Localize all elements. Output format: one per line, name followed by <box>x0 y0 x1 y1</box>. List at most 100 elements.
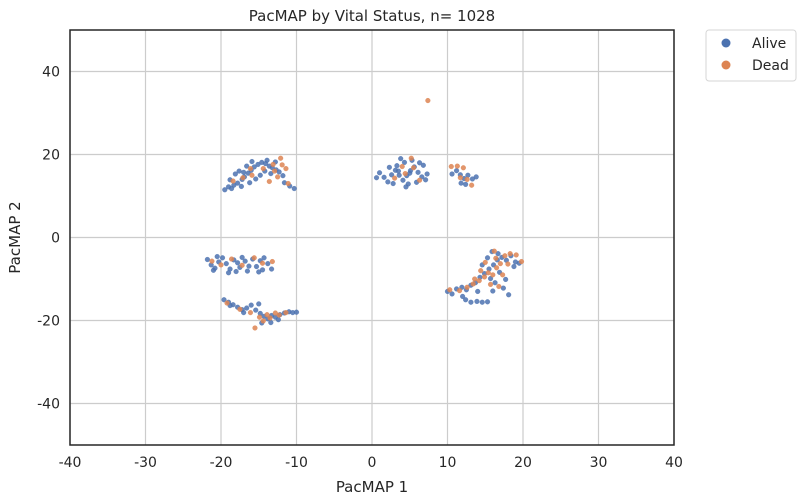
point-alive <box>241 310 247 316</box>
point-dead <box>478 268 484 274</box>
point-alive <box>244 163 250 169</box>
point-dead <box>490 272 496 278</box>
point-alive <box>396 172 402 178</box>
point-dead <box>256 314 263 320</box>
point-dead <box>507 251 513 257</box>
point-dead <box>454 163 460 169</box>
point-dead <box>247 166 253 172</box>
point-alive <box>244 268 250 274</box>
point-dead <box>224 300 230 306</box>
point-dead <box>270 161 276 168</box>
point-dead <box>460 165 466 171</box>
point-alive <box>373 175 380 181</box>
point-alive <box>463 181 469 187</box>
point-alive <box>265 261 271 267</box>
point-alive <box>269 266 275 272</box>
point-dead <box>249 172 255 178</box>
point-alive <box>468 299 474 305</box>
point-alive <box>420 162 426 168</box>
point-alive <box>238 183 244 190</box>
point-alive <box>415 169 421 175</box>
point-dead <box>240 175 246 181</box>
point-dead <box>494 265 500 271</box>
point-alive <box>479 299 485 305</box>
x-tick-label: 30 <box>590 455 608 471</box>
point-dead <box>264 312 270 318</box>
point-dead <box>487 281 494 287</box>
point-alive <box>222 187 228 193</box>
point-dead <box>260 166 266 172</box>
point-alive <box>256 301 262 307</box>
point-alive <box>223 261 229 267</box>
legend-label-alive: Alive <box>752 36 786 52</box>
point-alive <box>257 172 263 178</box>
point-alive <box>465 172 471 178</box>
point-alive <box>221 297 227 303</box>
y-tick-label: 40 <box>42 65 60 81</box>
scatter-points <box>204 98 525 331</box>
y-axis-label: PacMAP 2 <box>6 201 24 273</box>
point-alive <box>407 170 413 176</box>
point-dead <box>425 98 431 104</box>
y-tick-label: 0 <box>51 231 60 247</box>
point-dead <box>410 165 417 171</box>
y-tick-label: -40 <box>37 397 60 413</box>
point-dead <box>399 163 405 170</box>
point-alive <box>235 260 241 266</box>
point-dead <box>230 178 236 184</box>
point-alive <box>460 293 466 299</box>
point-alive <box>268 171 274 177</box>
point-alive <box>458 180 464 186</box>
point-alive <box>280 173 286 179</box>
point-dead <box>505 261 511 267</box>
point-dead <box>464 176 470 182</box>
legend-label-dead: Dead <box>752 58 789 74</box>
point-alive <box>390 181 396 187</box>
point-dead <box>493 255 499 261</box>
point-alive <box>463 297 469 303</box>
point-alive <box>492 280 498 286</box>
point-alive <box>423 177 429 183</box>
point-dead <box>275 174 281 180</box>
point-dead <box>239 262 245 268</box>
point-dead <box>269 259 275 265</box>
point-dead <box>267 315 273 321</box>
point-dead <box>448 163 454 170</box>
point-dead <box>496 283 502 290</box>
point-alive <box>293 309 300 315</box>
point-alive <box>241 169 247 175</box>
point-dead <box>513 252 519 258</box>
point-dead <box>276 312 282 318</box>
point-dead <box>472 276 478 282</box>
point-alive <box>386 164 392 170</box>
point-dead <box>237 306 243 312</box>
point-alive <box>275 317 281 323</box>
point-alive <box>449 171 455 177</box>
point-dead <box>209 258 215 264</box>
point-alive <box>268 320 274 326</box>
x-tick-label: -10 <box>285 455 308 471</box>
point-alive <box>417 160 423 166</box>
point-alive <box>253 176 259 182</box>
point-dead <box>392 175 398 181</box>
point-dead <box>402 171 408 177</box>
point-dead <box>469 182 475 188</box>
point-alive <box>474 298 480 304</box>
point-alive <box>214 254 220 260</box>
point-dead <box>260 318 266 324</box>
point-dead <box>447 287 453 293</box>
chart-title: PacMAP by Vital Status, n= 1028 <box>249 7 495 25</box>
plot-frame <box>69 29 675 446</box>
x-tick-label: -40 <box>59 455 82 471</box>
point-dead <box>457 175 463 181</box>
point-alive <box>376 170 383 176</box>
point-alive <box>381 174 387 180</box>
point-alive <box>244 305 250 311</box>
x-tick-label: 10 <box>439 455 457 471</box>
point-alive <box>247 180 253 186</box>
point-alive <box>253 307 259 313</box>
point-dead <box>283 310 289 316</box>
point-alive <box>242 258 248 264</box>
legend-marker-dead <box>721 60 731 70</box>
